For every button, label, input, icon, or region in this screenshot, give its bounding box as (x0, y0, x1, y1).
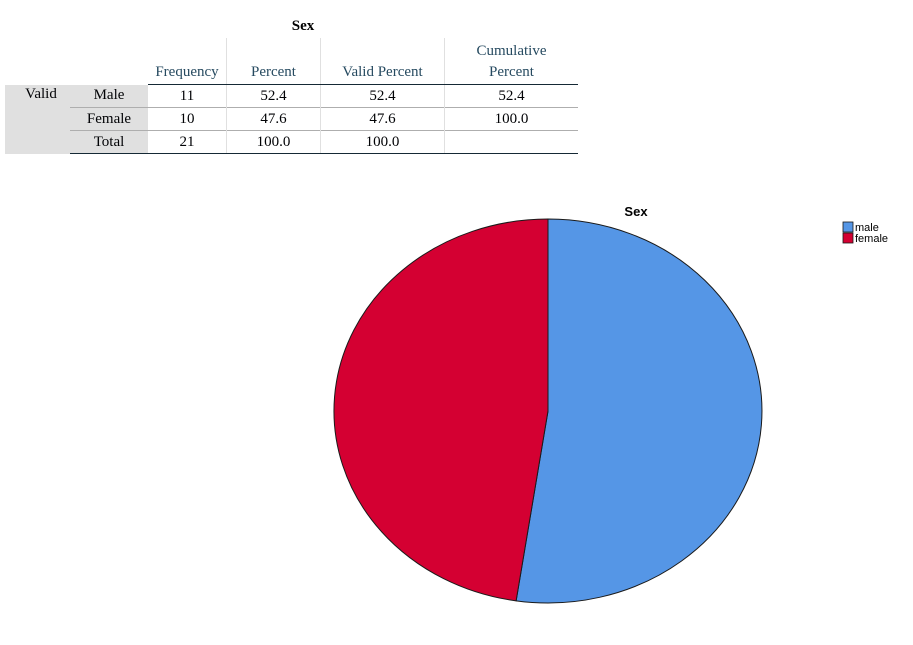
header-frequency: Frequency (148, 38, 227, 85)
cell-percent: 47.6 (226, 107, 321, 131)
table-row: Valid Male 11 52.4 52.4 52.4 (5, 84, 578, 154)
pie-slices (333, 218, 763, 604)
row-label: Male (70, 84, 148, 108)
table-row: Total 21 100.0 100.0 (5, 130, 578, 154)
header-percent: Percent (226, 38, 321, 85)
row-group-label: Valid (5, 84, 70, 154)
pie-slice-female (333, 218, 549, 602)
cell-percent: 100.0 (226, 130, 321, 154)
legend-label-female: female (855, 233, 888, 245)
cell-valid-percent: 52.4 (320, 84, 445, 108)
cell-percent: 52.4 (226, 84, 321, 108)
cell-cumulative-percent (444, 130, 578, 154)
row-label: Total (70, 130, 148, 154)
header-cumulative-line1: Cumulative (476, 43, 547, 59)
legend-swatch-female (842, 232, 854, 244)
legend-swatch-male (842, 221, 854, 233)
cell-frequency: 10 (148, 107, 227, 131)
chart-title: Sex (624, 204, 648, 219)
header-valid-percent: Valid Percent (320, 38, 445, 85)
frequency-table: Frequency Percent Valid Percent Cumulati… (5, 38, 578, 154)
cell-frequency: 11 (179, 87, 195, 104)
pie-slice-male (515, 218, 763, 604)
cell-cumulative-percent: 52.4 (444, 84, 578, 108)
table-row: Female 10 47.6 47.6 100.0 (5, 107, 578, 131)
table-title: Sex (291, 18, 315, 34)
table-header-row: Frequency Percent Valid Percent Cumulati… (5, 38, 578, 85)
header-cumulative-line2: Percent (489, 64, 534, 80)
cell-valid-percent: 100.0 (320, 130, 445, 154)
valid-label: Valid (25, 85, 57, 102)
row-label: Female (70, 107, 148, 131)
cell-valid-percent: 47.6 (320, 107, 445, 131)
cell-frequency: 21 (148, 130, 227, 154)
header-cumulative-percent: Cumulative Percent (444, 38, 578, 85)
cell-cumulative-percent: 100.0 (444, 107, 578, 131)
legend-label-male: male (855, 222, 879, 234)
